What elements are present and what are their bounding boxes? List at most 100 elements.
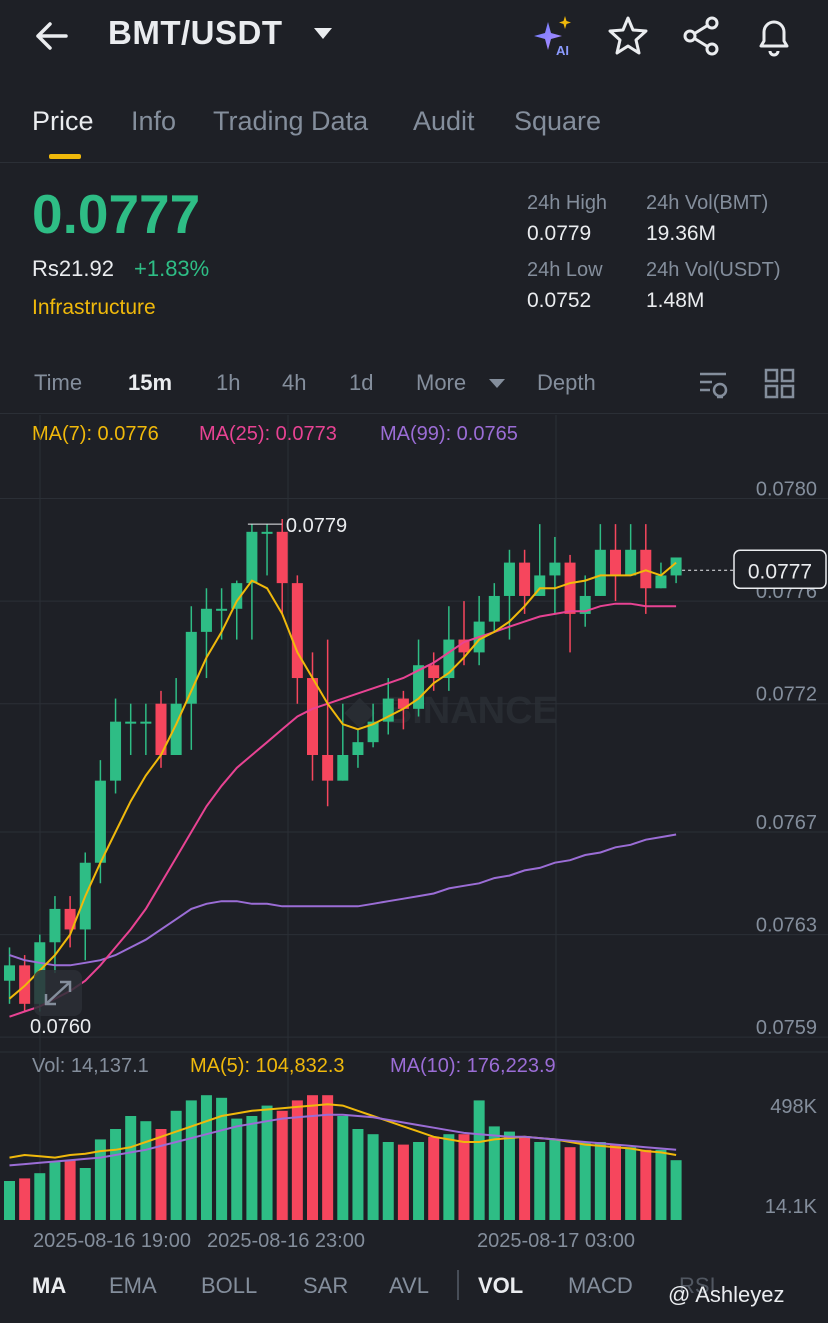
category-tag[interactable]: Infrastructure — [32, 296, 156, 319]
trading-pair-title[interactable]: BMT/USDT — [108, 14, 283, 51]
volume-bar — [352, 1129, 364, 1220]
candle-body — [110, 721, 122, 781]
volume-bar — [564, 1147, 576, 1220]
indicator-separator — [457, 1270, 459, 1300]
chart-grid — [0, 415, 828, 1220]
timeframe-4h[interactable]: 4h — [282, 370, 307, 395]
volume-bar — [519, 1136, 531, 1220]
timeframe-more[interactable]: More — [416, 370, 467, 395]
volume-bar — [155, 1129, 167, 1220]
candle-body — [519, 562, 531, 596]
chart-settings-icon[interactable] — [696, 366, 732, 402]
candlestick-chart[interactable]: ◆ BINANCE 0.07800.07760.07720.07670.0763… — [0, 0, 828, 1260]
pair-dropdown-caret-icon[interactable] — [314, 28, 332, 39]
volume-legend: Vol: 14,137.1 — [32, 1055, 149, 1077]
indicator-macd[interactable]: MACD — [568, 1273, 633, 1298]
back-arrow-icon[interactable] — [30, 16, 74, 56]
candle-body — [307, 678, 318, 755]
candle-body — [49, 908, 61, 943]
indicator-ema[interactable]: EMA — [109, 1273, 157, 1298]
high-value: 0.0779 — [527, 222, 592, 245]
low-value: 0.0752 — [527, 289, 592, 312]
volume-bar — [610, 1144, 621, 1220]
volume-bar — [458, 1134, 470, 1220]
volume-bar — [231, 1118, 243, 1220]
volume-bar — [291, 1100, 303, 1220]
volume-bar — [367, 1134, 379, 1220]
indicator-sar[interactable]: SAR — [303, 1273, 349, 1298]
timeframe-time[interactable]: Time — [34, 370, 83, 395]
grid-layout-icon[interactable] — [762, 366, 798, 402]
indicator-boll[interactable]: BOLL — [201, 1273, 258, 1298]
fiat-price: Rs21.92 — [32, 256, 114, 281]
tab-price[interactable]: Price — [32, 106, 94, 136]
candle-body — [276, 531, 288, 584]
min-price-label: 0.0760 — [30, 1016, 91, 1038]
chart-divider — [0, 413, 828, 414]
candle-body — [397, 698, 409, 709]
candle-body — [291, 583, 303, 679]
low-label: 24h Low — [527, 259, 603, 281]
volume-bar — [19, 1178, 31, 1220]
candle-body — [185, 631, 197, 704]
indicator-avl[interactable]: AVL — [389, 1273, 429, 1298]
volume-bar — [200, 1095, 212, 1220]
candle-body — [428, 665, 440, 679]
star-icon[interactable] — [606, 14, 650, 58]
candle-body — [155, 703, 167, 755]
indicator-rsi[interactable]: RSI — [679, 1273, 716, 1298]
candle-body — [655, 575, 667, 589]
timeframe-15m[interactable]: 15m — [128, 370, 173, 395]
volume-bar — [125, 1116, 137, 1220]
candle-body — [140, 721, 152, 724]
indicator-ma[interactable]: MA — [32, 1273, 67, 1298]
time-axis-label: 2025-08-16 19:00 — [33, 1230, 191, 1252]
depth-tab[interactable]: Depth — [537, 370, 596, 395]
more-caret-icon — [489, 379, 505, 388]
candle-body — [534, 575, 546, 596]
tab-audit[interactable]: Audit — [413, 106, 475, 136]
candle-body — [231, 583, 243, 609]
ai-sparkle-icon[interactable]: AI — [532, 14, 576, 58]
volume-bars — [4, 1095, 682, 1220]
vol-ma10-line — [9, 1113, 677, 1167]
volume-bar — [488, 1126, 500, 1220]
volume-bar — [473, 1100, 485, 1220]
vol-base-value: 19.36M — [646, 222, 717, 245]
candle-body — [261, 531, 273, 534]
user-watermark: @ Ashleyez — [668, 1282, 785, 1307]
timeframe-1h[interactable]: 1h — [216, 370, 241, 395]
ma99-legend: MA(99): 0.0765 — [380, 423, 518, 445]
vol-quote-label: 24h Vol(USDT) — [646, 259, 781, 281]
indicator-vol[interactable]: VOL — [478, 1273, 524, 1298]
candle-body — [4, 965, 15, 981]
volume-axis-label: 498K — [770, 1096, 817, 1118]
volume-bar — [579, 1142, 591, 1220]
volume-bar — [549, 1139, 561, 1220]
volume-bar — [140, 1121, 152, 1220]
share-icon[interactable] — [680, 14, 724, 58]
volume-bar — [534, 1142, 546, 1220]
tab-info[interactable]: Info — [131, 106, 177, 136]
volume-bar — [655, 1149, 667, 1220]
vol-ma5-legend: MA(5): 104,832.3 — [190, 1055, 345, 1077]
volume-bar — [185, 1100, 197, 1220]
candle-body — [367, 721, 379, 743]
price-axis-label: 0.0763 — [756, 915, 817, 937]
candle-body — [670, 557, 682, 576]
volume-bar — [413, 1142, 425, 1220]
bell-icon[interactable] — [752, 14, 796, 58]
volume-bar — [397, 1144, 409, 1220]
volume-bar — [322, 1095, 334, 1220]
candle-body — [625, 549, 637, 576]
timeframe-1d[interactable]: 1d — [349, 370, 374, 395]
tab-trading-data[interactable]: Trading Data — [213, 106, 369, 136]
candle-body — [458, 639, 470, 653]
tab-square[interactable]: Square — [514, 106, 602, 136]
volume-bar — [307, 1095, 318, 1220]
section-tabs: Price Info Trading Data Audit Square — [0, 96, 828, 163]
price-axis-label: 0.0759 — [756, 1017, 817, 1039]
volume-bar — [337, 1116, 349, 1220]
candle-body — [564, 562, 576, 614]
fullscreen-icon[interactable] — [34, 970, 82, 1016]
